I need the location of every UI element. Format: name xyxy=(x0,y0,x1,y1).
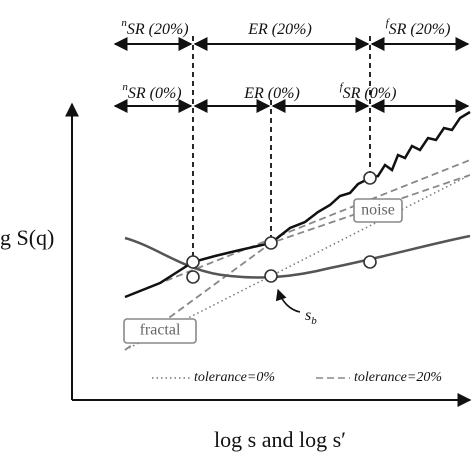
range-text: SR (20%) xyxy=(389,21,451,38)
fractal-box xyxy=(123,318,197,344)
noise-box xyxy=(353,198,403,223)
noise-curve xyxy=(124,234,471,279)
range-text: SR (20%) xyxy=(127,21,189,38)
range-sup: f xyxy=(386,17,391,29)
range-sup: n xyxy=(121,17,127,29)
sb-label: sb xyxy=(305,307,317,327)
legend-label: tolerance=20% xyxy=(354,370,442,385)
sb-arrow xyxy=(275,288,301,313)
range-text: SR (0%) xyxy=(343,85,397,102)
range-text: ER (0%) xyxy=(243,85,300,102)
range-sup: n xyxy=(122,81,128,93)
range-label: nSR (0%) xyxy=(122,81,181,102)
signal-curve xyxy=(124,110,471,299)
dividers xyxy=(192,36,371,262)
breakpoints xyxy=(186,171,377,284)
x-axis-label: log s and log s′ xyxy=(214,427,346,452)
range-label: ER (20%) xyxy=(247,21,312,38)
range-labels: nSR (20%) ER (20%) fSR (20%)nSR (0%) ER (0%… xyxy=(121,17,450,102)
y-axis-label: g S(q) xyxy=(0,225,54,250)
fractal-label: fractal xyxy=(140,322,181,339)
noise-label: noise xyxy=(361,202,395,219)
range-label: fSR (20%) xyxy=(386,17,451,38)
noise-fit xyxy=(124,159,471,298)
sb-sub: b xyxy=(311,315,317,327)
range-text: ER (20%) xyxy=(247,21,312,38)
range-label: fSR (0%) xyxy=(340,81,397,102)
range-label: nSR (20%) xyxy=(121,17,188,38)
range-label: ER (0%) xyxy=(243,85,300,102)
legend-label: tolerance=0% xyxy=(194,370,275,385)
sb-text: s xyxy=(305,307,311,324)
range-sup: f xyxy=(340,81,345,93)
range-text: SR (0%) xyxy=(128,85,182,102)
